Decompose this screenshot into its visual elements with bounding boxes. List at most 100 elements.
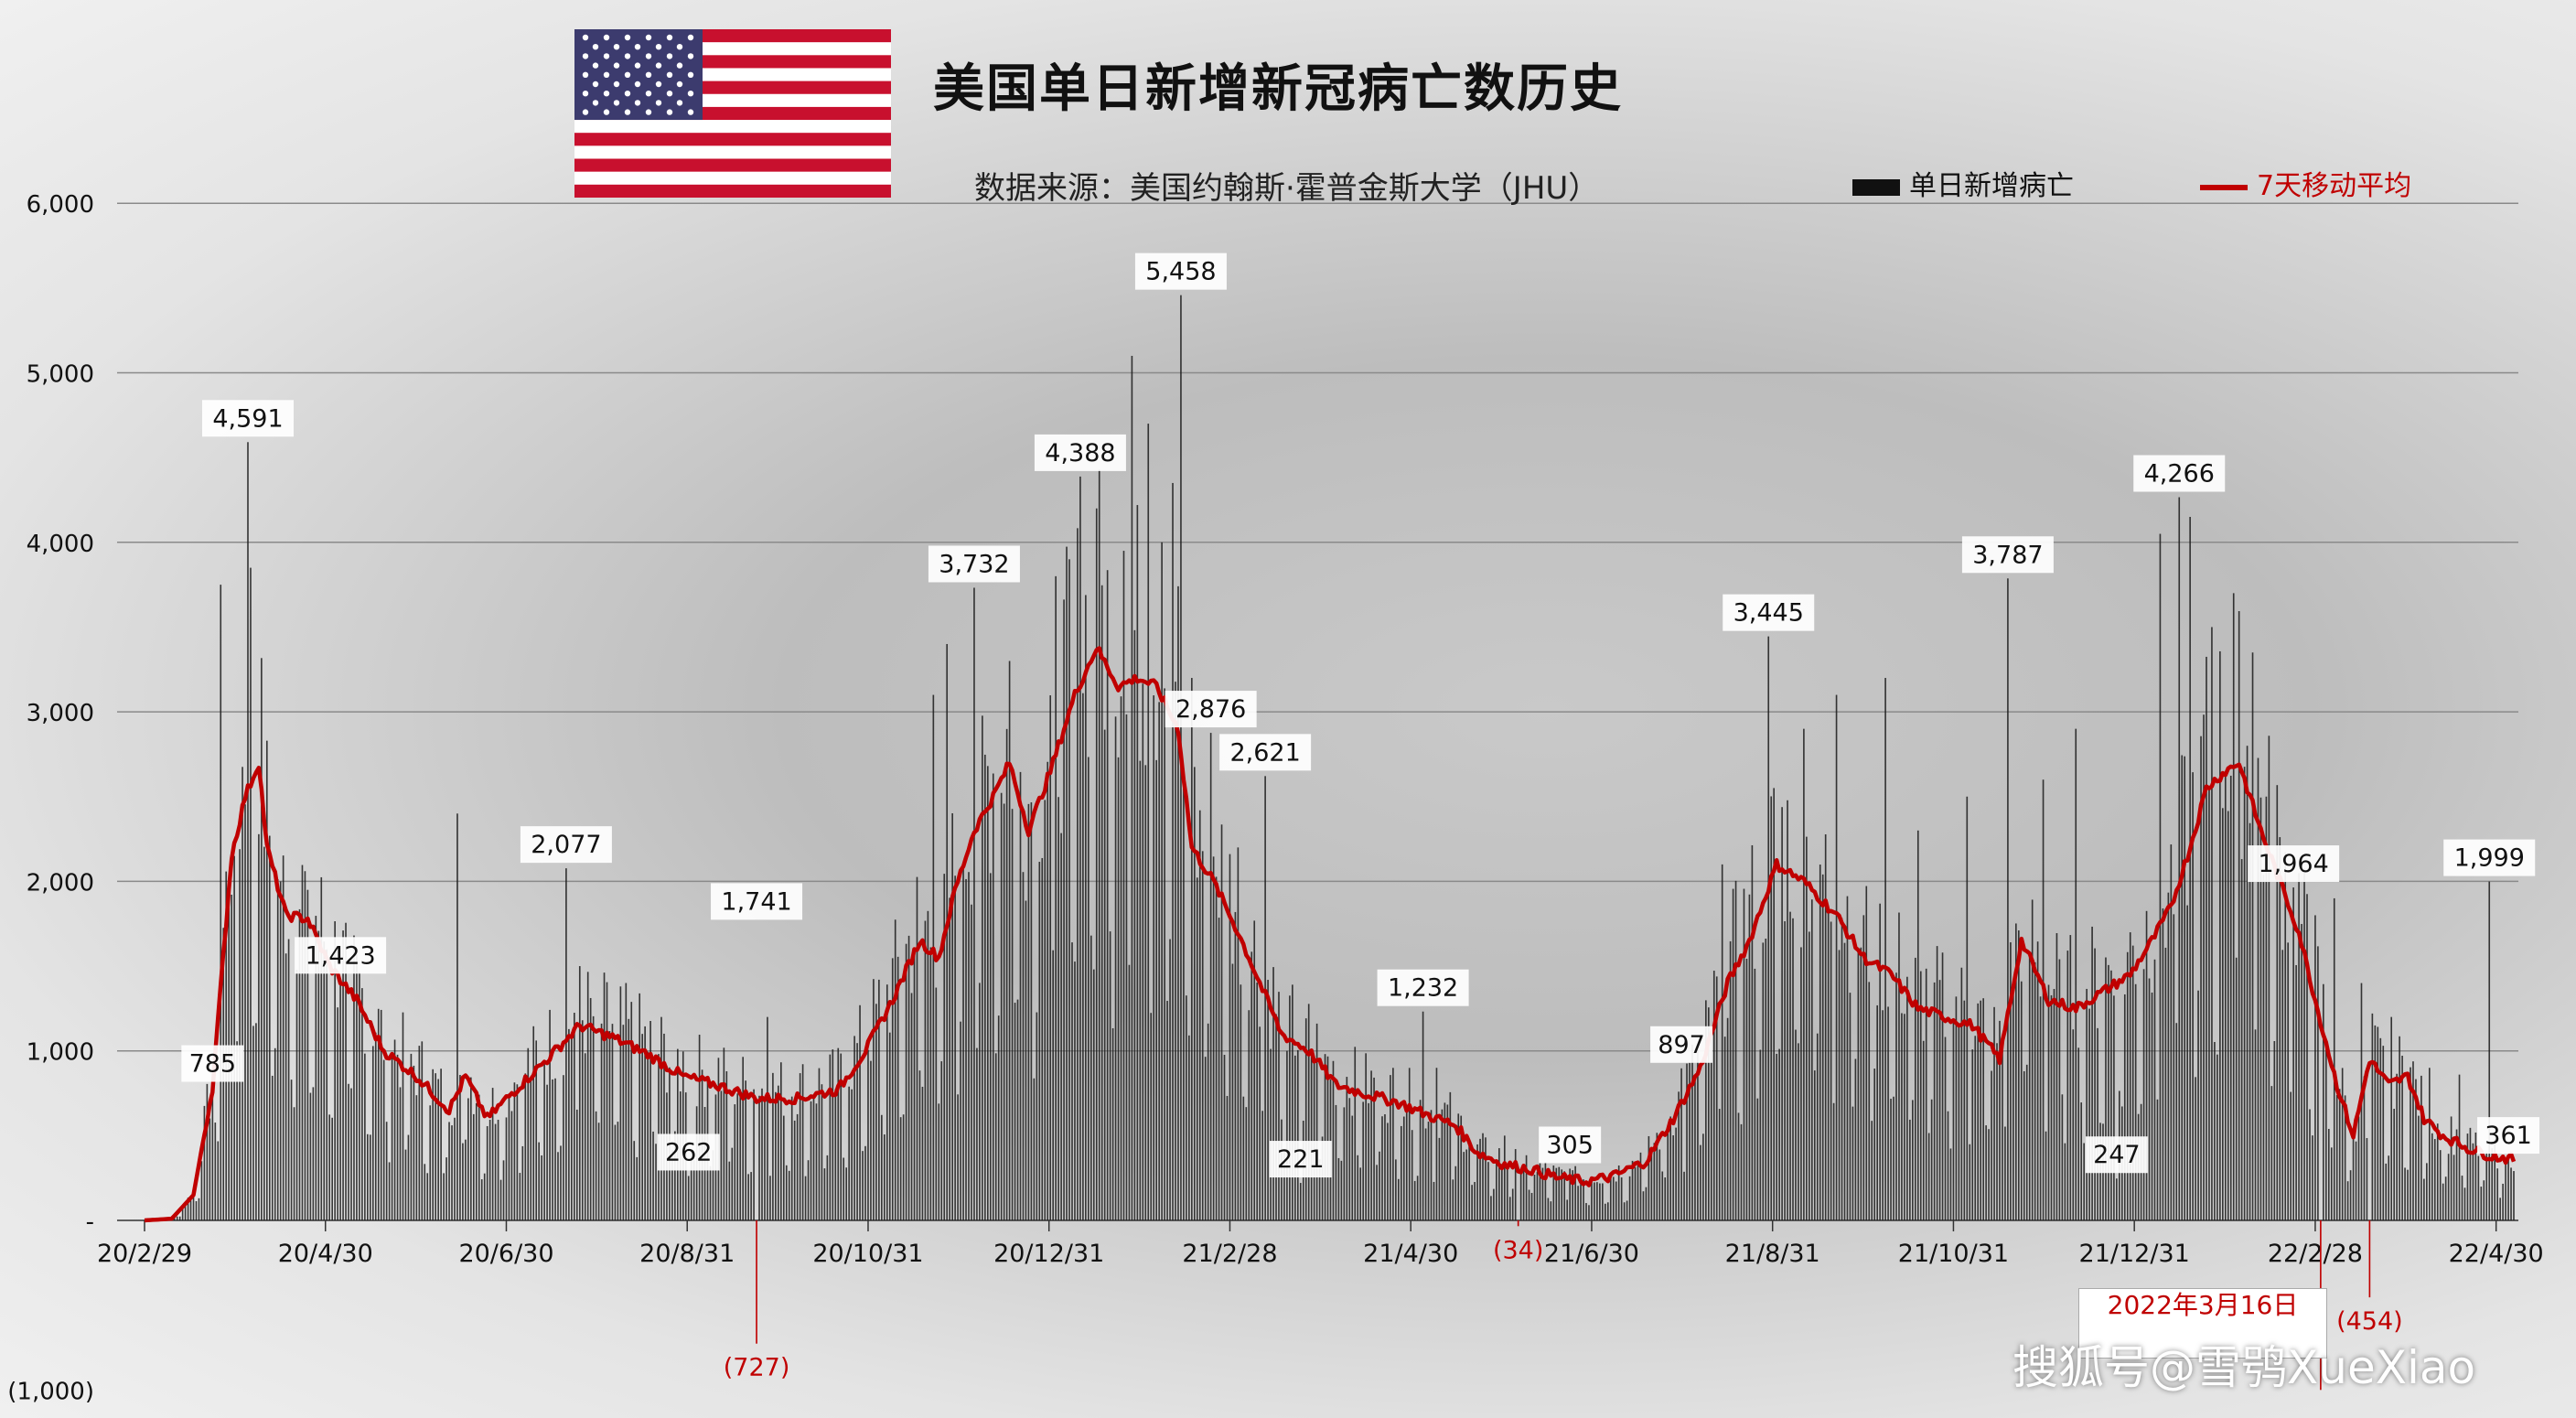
daily-death-bar xyxy=(1392,1068,1394,1220)
daily-death-bar xyxy=(1729,940,1732,1220)
daily-death-bar xyxy=(462,1143,464,1220)
daily-death-bar xyxy=(1686,1063,1688,1220)
daily-death-bar xyxy=(2494,1139,2496,1220)
daily-death-bar xyxy=(2010,942,2012,1220)
daily-death-bar xyxy=(997,1015,1000,1220)
daily-death-bar xyxy=(2388,1155,2390,1220)
daily-death-bar xyxy=(337,1007,338,1220)
daily-death-bar xyxy=(494,1123,497,1220)
daily-death-bar xyxy=(250,567,252,1220)
daily-death-bar xyxy=(1275,1014,1277,1220)
daily-death-bar xyxy=(1166,1001,1168,1220)
daily-death-bar xyxy=(1999,1020,2001,1220)
daily-death-bar xyxy=(867,1049,869,1220)
daily-death-bar xyxy=(437,1079,439,1220)
data-label: 1,999 xyxy=(2443,839,2536,876)
daily-death-bar xyxy=(1313,1056,1315,1220)
data-label-box xyxy=(1134,252,1227,290)
daily-death-bar xyxy=(2276,785,2279,1220)
daily-death-bar xyxy=(1292,984,1293,1220)
daily-death-bar xyxy=(1577,1186,1579,1220)
daily-death-bar xyxy=(586,972,589,1220)
daily-death-bar xyxy=(1071,942,1073,1220)
daily-death-bar xyxy=(2447,1154,2450,1220)
daily-death-bar xyxy=(1585,1203,1587,1220)
daily-death-bar xyxy=(1183,778,1185,1220)
daily-death-bar xyxy=(328,1114,331,1220)
data-label-box xyxy=(201,400,294,437)
flag-star xyxy=(687,109,694,115)
daily-death-bar xyxy=(1441,1109,1444,1220)
daily-death-bar xyxy=(1661,1171,1664,1220)
daily-death-bar xyxy=(1533,1174,1536,1220)
daily-death-bar xyxy=(1879,903,1881,1220)
daily-death-bar xyxy=(393,1039,396,1220)
data-label-text: 2,077 xyxy=(531,831,601,859)
y-tick-label: - xyxy=(86,1209,94,1236)
daily-death-bar xyxy=(2499,1198,2501,1220)
daily-death-bar xyxy=(2077,1047,2080,1220)
daily-death-bar xyxy=(884,1134,886,1220)
daily-death-bar xyxy=(440,1069,442,1220)
daily-death-bar xyxy=(181,1206,184,1220)
daily-death-bar xyxy=(192,1192,195,1220)
flag-star xyxy=(666,34,673,41)
daily-death-bar xyxy=(571,1032,573,1220)
daily-death-bar xyxy=(361,988,363,1220)
data-label-box xyxy=(1377,969,1469,1006)
daily-death-bar xyxy=(1697,1048,1699,1220)
daily-death-bar xyxy=(1966,796,1969,1220)
flag-star xyxy=(603,109,610,115)
daily-death-bar xyxy=(1272,967,1274,1220)
daily-death-bar xyxy=(1664,1177,1667,1220)
flag-star xyxy=(666,71,673,78)
daily-death-bar xyxy=(1705,1000,1707,1220)
daily-death-bar xyxy=(2211,627,2213,1220)
daily-death-bar xyxy=(345,922,347,1220)
daily-death-bar xyxy=(1463,1152,1465,1220)
daily-death-bar xyxy=(1838,950,1841,1220)
daily-death-bar xyxy=(1335,1104,1337,1220)
daily-death-bar xyxy=(769,1176,771,1220)
daily-death-bar xyxy=(1381,1116,1383,1220)
daily-death-bar xyxy=(1626,1200,1628,1220)
daily-death-bar xyxy=(1985,1125,1987,1220)
daily-death-bar xyxy=(2232,593,2235,1220)
daily-death-bar xyxy=(826,1155,829,1220)
flag-star xyxy=(655,62,662,69)
daily-death-bar xyxy=(532,1026,535,1220)
daily-death-bar xyxy=(2047,984,2050,1220)
daily-death-bar xyxy=(2039,996,2042,1220)
daily-death-bar xyxy=(1296,1049,1299,1220)
daily-death-bar xyxy=(734,1104,736,1220)
daily-death-bar xyxy=(2306,894,2308,1220)
daily-death-bar xyxy=(1016,999,1019,1220)
legend-bars-label: 单日新增病亡 xyxy=(1909,170,2074,202)
daily-death-bar xyxy=(1066,546,1068,1220)
daily-death-bar xyxy=(1734,880,1737,1220)
daily-death-bar xyxy=(2069,935,2072,1220)
daily-death-bar xyxy=(745,1080,746,1220)
daily-death-bar xyxy=(491,1088,494,1220)
data-label: 3,732 xyxy=(928,545,1020,583)
daily-death-bar xyxy=(1721,864,1723,1220)
flag-star xyxy=(624,91,631,97)
daily-death-bar xyxy=(2396,1073,2398,1220)
daily-death-bar xyxy=(1566,1199,1569,1220)
daily-death-bar xyxy=(1405,1110,1408,1220)
daily-death-bar xyxy=(1784,921,1786,1220)
daily-death-bar xyxy=(1164,688,1165,1220)
daily-death-bar xyxy=(475,1102,478,1220)
daily-death-bar xyxy=(480,1179,483,1220)
daily-death-bar xyxy=(1993,1006,1995,1220)
daily-death-bar xyxy=(472,1113,475,1220)
daily-death-bar xyxy=(1310,1049,1313,1220)
daily-death-bar xyxy=(2184,756,2186,1220)
data-label: 897 xyxy=(1650,1026,1713,1063)
x-tick-label: 21/12/31 xyxy=(2079,1240,2190,1268)
daily-death-bar xyxy=(274,1047,276,1220)
daily-death-bar xyxy=(203,1105,206,1220)
data-label: 2,876 xyxy=(1165,691,1257,728)
daily-death-bar xyxy=(1803,728,1805,1220)
daily-death-bar xyxy=(1419,1100,1422,1220)
